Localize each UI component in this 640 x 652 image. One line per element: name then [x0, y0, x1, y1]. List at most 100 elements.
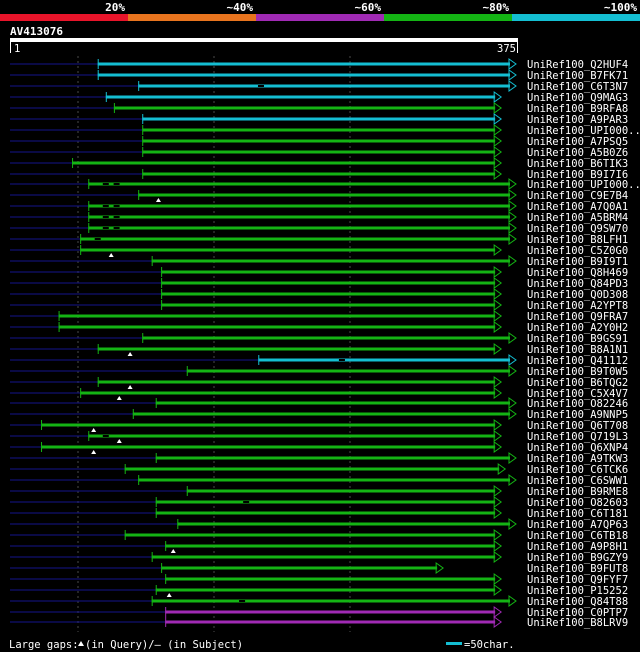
hit-label[interactable]: UniRef100_B9I7I6 — [527, 169, 628, 181]
hit-label[interactable]: UniRef100_Q6XNP4 — [527, 442, 628, 454]
hit-label[interactable]: UniRef100_UPI000.. — [527, 179, 640, 191]
hit-row[interactable]: UniRef100_Q0D308 — [10, 288, 628, 301]
hit-row[interactable]: UniRef100_Q9FYF7 — [10, 573, 628, 586]
hit-row[interactable]: UniRef100_Q8H469 — [10, 266, 628, 279]
hit-label[interactable]: UniRef100_A2Y0H2 — [527, 322, 628, 334]
hit-row[interactable]: UniRef100_A9TKW3 — [10, 452, 628, 465]
hit-row[interactable]: UniRef100_B6TIK3 — [10, 157, 628, 170]
hit-row[interactable]: UniRef100_B9T0W5 — [10, 365, 628, 378]
hit-label[interactable]: UniRef100_Q41112 — [527, 355, 628, 367]
hit-label[interactable]: UniRef100_O82603 — [527, 497, 628, 509]
hit-row[interactable]: UniRef100_B9RME8 — [10, 485, 628, 498]
hit-row[interactable]: UniRef100_B9GS91 — [10, 332, 628, 345]
hit-row[interactable]: UniRef100_A9NNP5 — [10, 408, 628, 421]
hit-label[interactable]: UniRef100_Q6T708 — [527, 420, 628, 432]
hit-row[interactable]: UniRef100_B9RFA8 — [10, 102, 628, 115]
hit-row[interactable]: UniRef100_B7FK71 — [10, 69, 628, 82]
hit-row[interactable]: UniRef100_C9E7B4 — [10, 189, 628, 202]
hit-label[interactable]: UniRef100_O82246 — [527, 398, 628, 410]
hit-label[interactable]: UniRef100_C5Z0G0 — [527, 245, 628, 257]
hit-label[interactable]: UniRef100_C6T3N7 — [527, 81, 628, 93]
hit-label[interactable]: UniRef100_A9PAR3 — [527, 114, 628, 126]
hit-label[interactable]: UniRef100_B9RFA8 — [527, 103, 628, 115]
hit-row[interactable]: UniRef100_Q6T708 — [10, 419, 628, 432]
hit-row[interactable]: UniRef100_Q6XNP4 — [10, 441, 628, 454]
hit-row[interactable]: UniRef100_B6TQG2 — [10, 376, 628, 389]
hit-label[interactable]: UniRef100_B9GS91 — [527, 333, 628, 345]
hit-label[interactable]: UniRef100_C6TB18 — [527, 530, 628, 542]
hit-row[interactable]: UniRef100_Q719L3 — [10, 430, 628, 443]
hit-row[interactable]: UniRef100_C6T181 — [10, 507, 628, 520]
hit-row[interactable]: UniRef100_A2Y0H2 — [10, 321, 628, 334]
hit-row[interactable]: UniRef100_B8LRV9 — [10, 616, 628, 629]
hit-row[interactable]: UniRef100_C5Z0G0 — [10, 244, 628, 257]
hit-row[interactable]: UniRef100_Q84PD3 — [10, 277, 628, 290]
hit-label[interactable]: UniRef100_A7PSQ5 — [527, 136, 628, 148]
hit-label[interactable]: UniRef100_Q9MAG3 — [527, 92, 628, 104]
hit-row[interactable]: UniRef100_C5X4V7 — [10, 387, 628, 400]
hit-row[interactable]: UniRef100_Q9SW70 — [10, 222, 628, 235]
hit-row[interactable]: UniRef100_C6SWW1 — [10, 474, 628, 487]
hit-row[interactable]: UniRef100_UPI000.. — [10, 124, 640, 137]
hit-row[interactable]: UniRef100_C0PTP7 — [10, 606, 628, 619]
hit-label[interactable]: UniRef100_B7FK71 — [527, 70, 628, 82]
hit-label[interactable]: UniRef100_B9FUT8 — [527, 563, 628, 575]
hit-label[interactable]: UniRef100_B8LRV9 — [527, 617, 628, 629]
hit-row[interactable]: UniRef100_B9I9T1 — [10, 255, 628, 268]
hit-row[interactable]: UniRef100_UPI000.. — [10, 178, 640, 191]
hit-row[interactable]: UniRef100_Q84T88 — [10, 595, 628, 608]
hit-label[interactable]: UniRef100_C6TCK6 — [527, 464, 628, 476]
hit-row[interactable]: UniRef100_Q2HUF4 — [10, 58, 628, 71]
hit-row[interactable]: UniRef100_A7Q0A1 — [10, 200, 628, 213]
hit-row[interactable]: UniRef100_B9GZY9 — [10, 551, 628, 564]
hit-label[interactable]: UniRef100_Q9SW70 — [527, 223, 628, 235]
hit-row[interactable]: UniRef100_A7PSQ5 — [10, 135, 628, 148]
hit-row[interactable]: UniRef100_O82603 — [10, 496, 628, 509]
hit-row[interactable]: UniRef100_B9I7I6 — [10, 168, 628, 181]
hit-label[interactable]: UniRef100_Q9FRA7 — [527, 311, 628, 323]
hit-row[interactable]: UniRef100_C6T3N7 — [10, 80, 628, 93]
hit-label[interactable]: UniRef100_B6TIK3 — [527, 158, 628, 170]
hit-label[interactable]: UniRef100_P15252 — [527, 585, 628, 597]
hit-row[interactable]: UniRef100_A9P8H1 — [10, 540, 628, 553]
hit-label[interactable]: UniRef100_A9NNP5 — [527, 409, 628, 421]
hit-label[interactable]: UniRef100_A9P8H1 — [527, 541, 628, 553]
hit-label[interactable]: UniRef100_A7QP63 — [527, 519, 628, 531]
hit-row[interactable]: UniRef100_Q9FRA7 — [10, 310, 628, 323]
hit-label[interactable]: UniRef100_A7Q0A1 — [527, 201, 628, 213]
hit-label[interactable]: UniRef100_Q84PD3 — [527, 278, 628, 290]
hit-row[interactable]: UniRef100_P15252 — [10, 584, 628, 597]
hit-label[interactable]: UniRef100_B8LFH1 — [527, 234, 628, 246]
hit-label[interactable]: UniRef100_B9RME8 — [527, 486, 628, 498]
hit-label[interactable]: UniRef100_A2YPT8 — [527, 300, 628, 312]
hit-row[interactable]: UniRef100_B8LFH1 — [10, 233, 628, 246]
hit-label[interactable]: UniRef100_A5B0Z6 — [527, 147, 628, 159]
hit-label[interactable]: UniRef100_C5X4V7 — [527, 388, 628, 400]
hit-label[interactable]: UniRef100_B9I9T1 — [527, 256, 628, 268]
hit-row[interactable]: UniRef100_A9PAR3 — [10, 113, 628, 126]
hit-row[interactable]: UniRef100_A2YPT8 — [10, 299, 628, 312]
hit-row[interactable]: UniRef100_A5BRM4 — [10, 211, 628, 224]
hit-row[interactable]: UniRef100_B9FUT8 — [10, 562, 628, 575]
hit-row[interactable]: UniRef100_A5B0Z6 — [10, 146, 628, 159]
hit-label[interactable]: UniRef100_Q0D308 — [527, 289, 628, 301]
hit-label[interactable]: UniRef100_C0PTP7 — [527, 607, 628, 619]
hit-label[interactable]: UniRef100_C6T181 — [527, 508, 628, 520]
hit-row[interactable]: UniRef100_Q9MAG3 — [10, 91, 628, 104]
hit-label[interactable]: UniRef100_B8A1N1 — [527, 344, 628, 356]
hit-label[interactable]: UniRef100_B9T0W5 — [527, 366, 628, 378]
hit-label[interactable]: UniRef100_Q9FYF7 — [527, 574, 628, 586]
hit-row[interactable]: UniRef100_O82246 — [10, 397, 628, 410]
hit-label[interactable]: UniRef100_Q2HUF4 — [527, 59, 628, 71]
hit-label[interactable]: UniRef100_A5BRM4 — [527, 212, 628, 224]
hit-label[interactable]: UniRef100_Q719L3 — [527, 431, 628, 443]
hit-row[interactable]: UniRef100_C6TB18 — [10, 529, 628, 542]
hit-label[interactable]: UniRef100_Q8H469 — [527, 267, 628, 279]
hit-row[interactable]: UniRef100_B8A1N1 — [10, 343, 628, 356]
hit-label[interactable]: UniRef100_B6TQG2 — [527, 377, 628, 389]
hit-label[interactable]: UniRef100_UPI000.. — [527, 125, 640, 137]
hit-label[interactable]: UniRef100_A9TKW3 — [527, 453, 628, 465]
hit-label[interactable]: UniRef100_C9E7B4 — [527, 190, 628, 202]
hit-row[interactable]: UniRef100_C6TCK6 — [10, 463, 628, 476]
hit-row[interactable]: UniRef100_A7QP63 — [10, 518, 628, 531]
